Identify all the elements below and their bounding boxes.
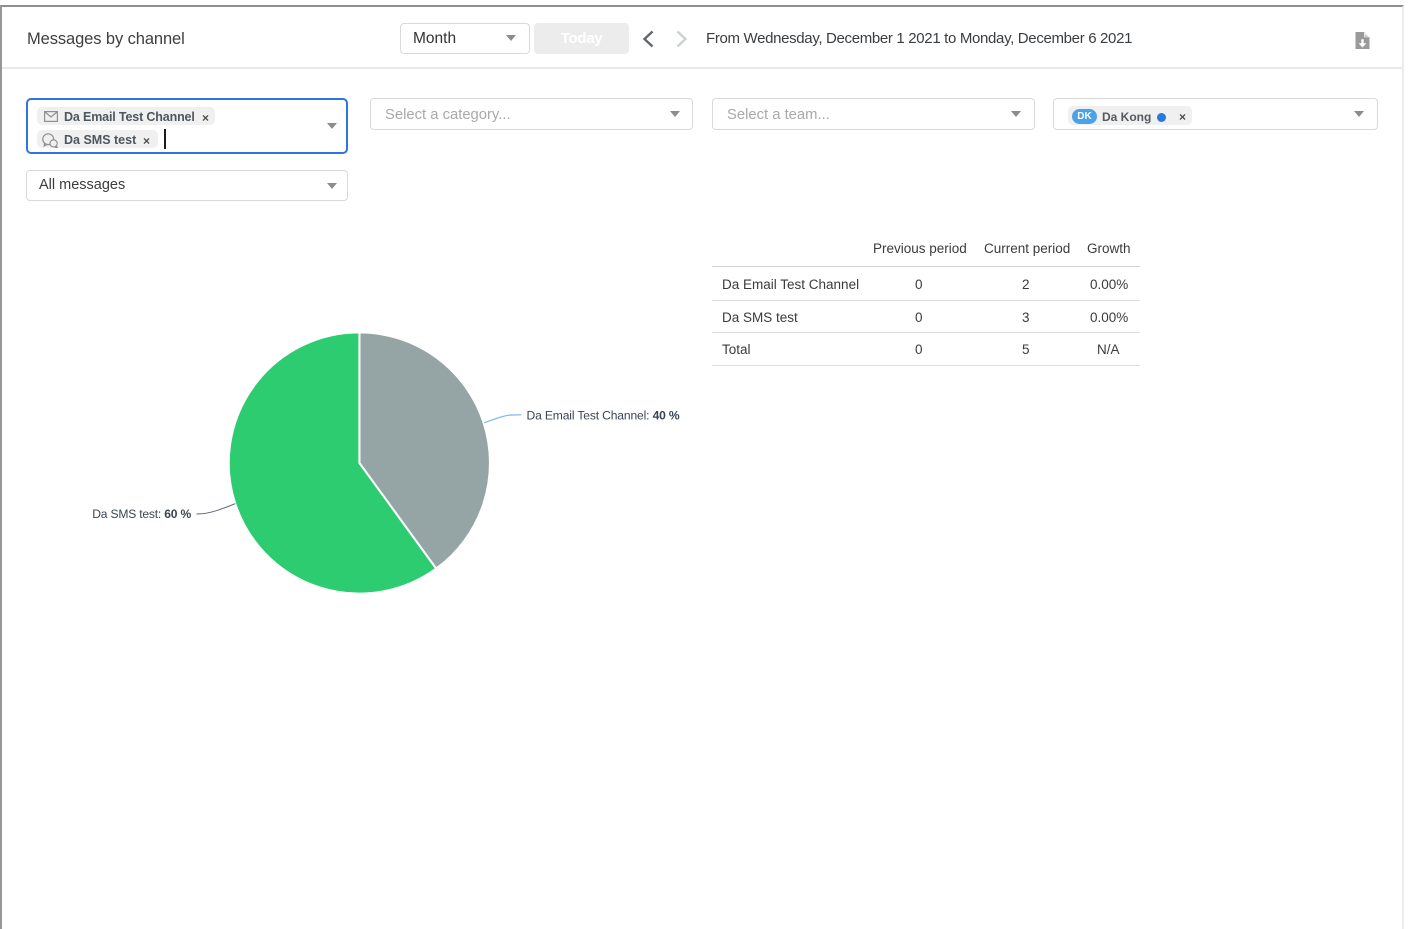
svg-text:Da SMS test: 60 %: Da SMS test: 60 % (92, 507, 191, 521)
svg-text:Da Email Test Channel: 40 %: Da Email Test Channel: 40 % (527, 409, 680, 423)
